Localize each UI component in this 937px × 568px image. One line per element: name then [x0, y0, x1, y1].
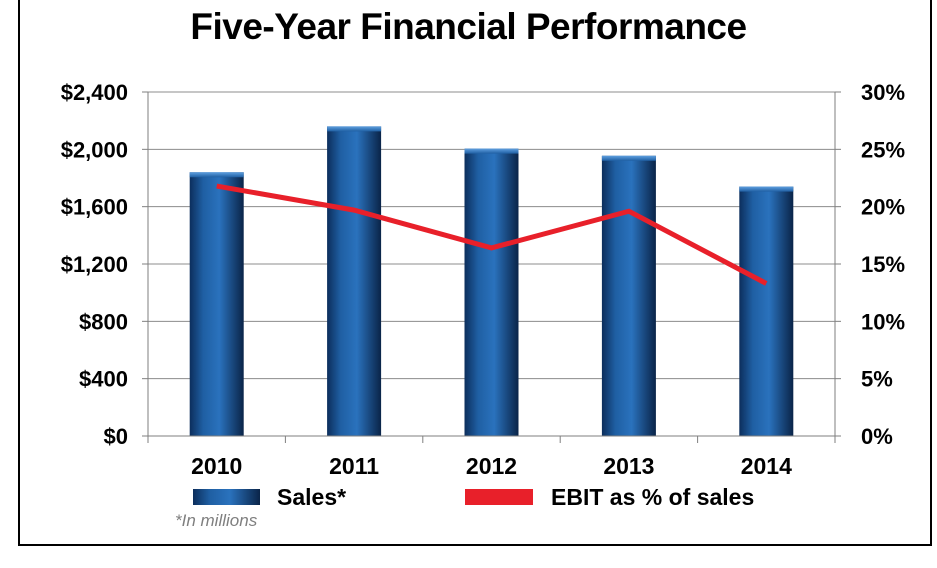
bar-cap: [601, 155, 656, 161]
footnote: *In millions: [175, 511, 258, 530]
right-tick-label: 20%: [861, 195, 905, 220]
right-tick-label: 0%: [861, 424, 893, 449]
bar-cap: [327, 126, 382, 132]
legend-swatch-ebit: [465, 489, 533, 505]
left-tick-label: $2,000: [61, 137, 128, 162]
bar-cap: [739, 186, 794, 192]
left-tick-label: $0: [104, 424, 128, 449]
axes: [142, 91, 841, 443]
left-tick-label: $400: [79, 367, 128, 392]
bar-2010: [189, 172, 244, 436]
left-tick-label: $1,600: [61, 195, 128, 220]
ebit-line: [216, 183, 768, 286]
legend: Sales* EBIT as % of sales: [193, 484, 754, 510]
right-tick-label: 5%: [861, 367, 893, 392]
bar-cap: [464, 148, 519, 154]
right-tick-label: 15%: [861, 252, 905, 277]
bar-2012: [464, 148, 519, 436]
legend-swatch-sales: [193, 489, 260, 505]
left-tick-label: $2,400: [61, 80, 128, 105]
left-tick-label: $1,200: [61, 252, 128, 277]
bars: [189, 126, 794, 437]
x-tick-label: 2012: [466, 453, 517, 479]
chart-title: Five-Year Financial Performance: [190, 6, 747, 47]
legend-label-ebit: EBIT as % of sales: [551, 484, 754, 510]
x-tick-label: 2013: [603, 453, 654, 479]
right-tick-label: 30%: [861, 80, 905, 105]
x-tick-label: 2010: [191, 453, 242, 479]
right-tick-label: 25%: [861, 137, 905, 162]
legend-label-sales: Sales*: [277, 484, 346, 510]
tick-labels: $0 0% $400 5% $800 10% $1,200 15% $1,600 20% $2,00…: [61, 80, 905, 479]
right-tick-label: 10%: [861, 309, 905, 334]
bar-cap: [189, 172, 244, 178]
bar-2013: [601, 155, 656, 437]
left-tick-label: $800: [79, 309, 128, 334]
bar-2014: [739, 186, 794, 436]
x-tick-label: 2014: [741, 453, 792, 479]
bar-2011: [327, 126, 382, 437]
x-tick-label: 2011: [329, 453, 379, 479]
